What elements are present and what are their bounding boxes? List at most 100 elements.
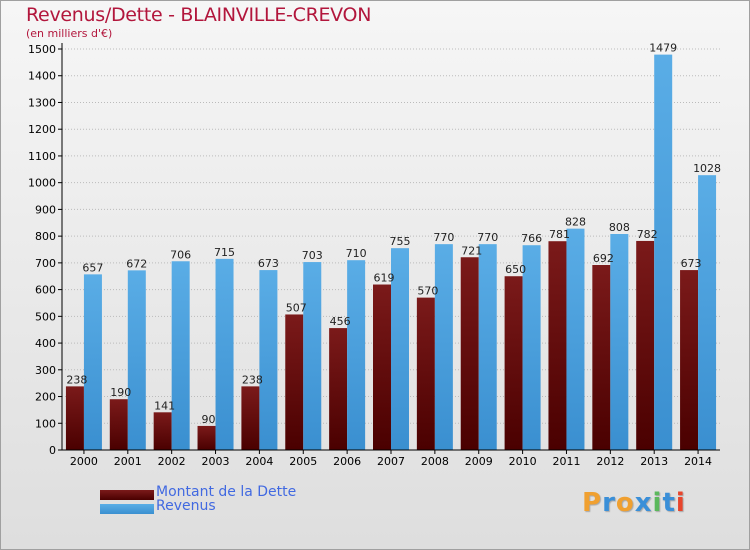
bar-debt-2003 xyxy=(197,425,216,450)
x-tick-label-2005: 2005 xyxy=(289,455,317,468)
data-label-revenue-2010: 766 xyxy=(521,232,542,245)
data-label-debt-2010: 650 xyxy=(505,263,526,276)
bar-debt-2004 xyxy=(241,386,260,450)
y-tick-label: 200 xyxy=(35,391,56,404)
bar-debt-2010 xyxy=(504,276,523,450)
bar-revenue-2014 xyxy=(698,175,717,450)
bar-debt-2006 xyxy=(329,328,348,450)
data-label-revenue-2000: 657 xyxy=(82,261,103,274)
bar-revenue-2009 xyxy=(478,244,497,450)
logo-letter: o xyxy=(615,488,635,518)
bar-revenue-2005 xyxy=(303,262,322,450)
y-tick-label: 1300 xyxy=(28,96,56,109)
bar-revenue-2008 xyxy=(434,244,453,450)
x-tick-label-2001: 2001 xyxy=(114,455,142,468)
x-tick-label-2006: 2006 xyxy=(333,455,361,468)
bar-debt-2011 xyxy=(548,241,567,450)
data-label-revenue-2003: 715 xyxy=(214,246,235,259)
bar-revenue-2004 xyxy=(259,270,278,450)
y-tick-label: 800 xyxy=(35,230,56,243)
chart-subtitle: (en milliers d'€) xyxy=(26,27,113,40)
data-label-revenue-2002: 706 xyxy=(170,248,191,261)
data-label-debt-2009: 721 xyxy=(461,244,482,257)
x-tick-label-2010: 2010 xyxy=(509,455,537,468)
x-tick-label-2007: 2007 xyxy=(377,455,405,468)
data-label-debt-2001: 190 xyxy=(110,386,131,399)
data-label-revenue-2007: 755 xyxy=(390,235,411,248)
x-tick-label-2008: 2008 xyxy=(421,455,449,468)
x-tick-label-2013: 2013 xyxy=(640,455,668,468)
logo-letter: i xyxy=(652,488,663,518)
data-label-revenue-2014: 1028 xyxy=(693,162,721,175)
x-tick-label-2000: 2000 xyxy=(70,455,98,468)
x-tick-label-2002: 2002 xyxy=(158,455,186,468)
data-label-revenue-2008: 770 xyxy=(433,231,454,244)
legend-swatch-debt xyxy=(100,490,154,500)
y-tick-label: 300 xyxy=(35,364,56,377)
bar-debt-2007 xyxy=(373,284,391,450)
y-tick-label: 1400 xyxy=(28,70,56,83)
bar-revenue-2010 xyxy=(522,245,541,450)
data-label-debt-2000: 238 xyxy=(66,373,87,386)
bar-revenue-2001 xyxy=(127,270,146,450)
data-label-debt-2011: 781 xyxy=(549,228,570,241)
data-label-revenue-2011: 828 xyxy=(565,216,586,229)
bar-debt-2012 xyxy=(592,265,611,450)
bar-debt-2000 xyxy=(65,386,84,450)
bar-debt-2009 xyxy=(460,257,479,450)
x-tick-label-2004: 2004 xyxy=(245,455,273,468)
proxiti-logo: Proxiti xyxy=(582,488,686,518)
data-label-revenue-2001: 672 xyxy=(126,257,147,270)
y-tick-label: 500 xyxy=(35,310,56,323)
legend-label-revenue: Revenus xyxy=(156,498,216,514)
logo-letter: x xyxy=(634,488,653,518)
data-label-revenue-2005: 703 xyxy=(302,249,323,262)
bar-debt-2008 xyxy=(416,297,435,450)
logo-letter: r xyxy=(602,488,616,518)
bar-revenue-2002 xyxy=(171,261,190,450)
data-label-revenue-2009: 770 xyxy=(477,231,498,244)
data-label-debt-2005: 507 xyxy=(286,301,307,314)
data-label-debt-2004: 238 xyxy=(242,373,263,386)
data-label-debt-2014: 673 xyxy=(681,257,702,270)
x-tick-label-2014: 2014 xyxy=(684,455,712,468)
y-tick-label: 400 xyxy=(35,337,56,350)
data-label-debt-2007: 619 xyxy=(374,272,395,285)
data-label-debt-2008: 570 xyxy=(417,285,438,298)
bar-revenue-2013 xyxy=(654,54,673,450)
bar-revenue-2011 xyxy=(566,228,585,450)
x-tick-label-2003: 2003 xyxy=(202,455,230,468)
y-tick-label: 1000 xyxy=(28,177,56,190)
data-label-debt-2003: 90 xyxy=(202,413,216,426)
data-label-revenue-2006: 710 xyxy=(346,247,367,260)
y-tick-label: 1100 xyxy=(28,150,56,163)
bar-debt-2002 xyxy=(153,412,172,450)
bar-debt-2005 xyxy=(285,314,304,450)
data-label-debt-2013: 782 xyxy=(637,228,658,241)
data-label-debt-2002: 141 xyxy=(154,399,175,412)
data-label-revenue-2004: 673 xyxy=(258,257,279,270)
logo-letter: i xyxy=(675,488,686,518)
bar-debt-2001 xyxy=(109,399,128,450)
data-label-revenue-2013: 1479 xyxy=(649,42,677,55)
bar-debt-2013 xyxy=(636,240,655,450)
x-tick-label-2009: 2009 xyxy=(465,455,493,468)
data-label-debt-2012: 692 xyxy=(593,252,614,265)
y-tick-label: 700 xyxy=(35,257,56,270)
y-tick-label: 0 xyxy=(49,444,56,457)
logo-letter: t xyxy=(662,488,676,518)
bar-revenue-2006 xyxy=(347,260,366,450)
bar-revenue-2003 xyxy=(215,258,234,450)
legend-label-debt: Montant de la Dette xyxy=(156,484,297,500)
bar-revenue-2007 xyxy=(391,248,409,450)
chart-title: Revenus/Dette - BLAINVILLE-CREVON xyxy=(26,4,372,26)
bar-revenue-2000 xyxy=(83,274,102,450)
y-tick-label: 600 xyxy=(35,284,56,297)
data-label-debt-2006: 456 xyxy=(330,315,351,328)
y-tick-label: 900 xyxy=(35,203,56,216)
bar-revenue-2012 xyxy=(610,233,629,450)
x-tick-label-2012: 2012 xyxy=(596,455,624,468)
logo-letter: P xyxy=(582,488,603,518)
y-tick-label: 100 xyxy=(35,417,56,430)
